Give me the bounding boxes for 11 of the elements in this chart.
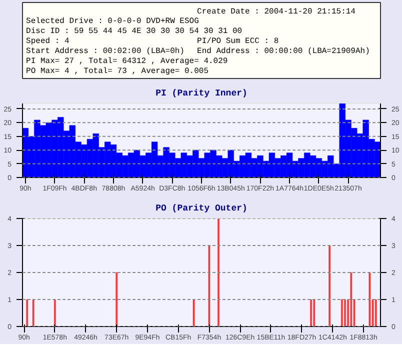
text: PI Max= 27 , Total= 64312 , Average= 4.029 — [26, 57, 228, 66]
text: PO Max= 4 , Total= 73 , Average= 0.005 — [26, 67, 209, 76]
text: Create Date : 2004-11-20 21:15:14 — [197, 7, 356, 16]
text: Start Address : 00:02:00 (LBA=0h) — [26, 47, 184, 56]
text: Speed : 4 — [26, 37, 70, 46]
text: Disc ID : 59 55 44 45 4E 30 30 30 54 30 31 00 — [26, 27, 242, 36]
chart-title: PO (Parity Outer) — [156, 204, 248, 214]
chart-title: PI (Parity Inner) — [156, 88, 248, 98]
text: PI/PO Sum ECC : 8 — [197, 37, 279, 46]
text: End Address : 00:00:00 (LBA=21909Ah) — [197, 47, 370, 56]
text: Selected Drive : 0-0-0-0 DVD+RW ESOG — [26, 17, 200, 26]
